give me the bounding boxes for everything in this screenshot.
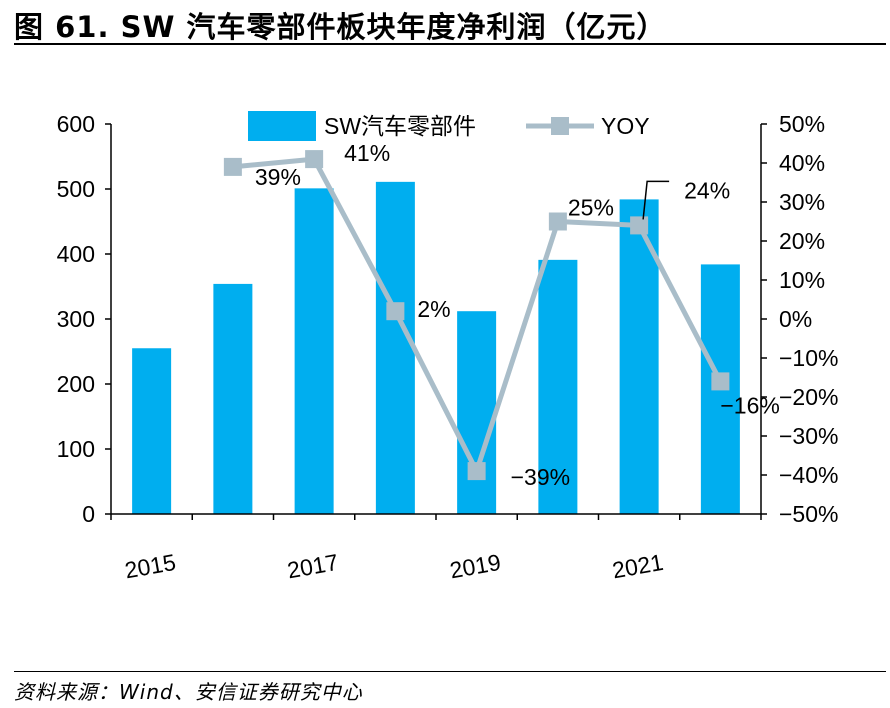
title-divider <box>14 43 886 45</box>
x-tick-label-2021: 2021 <box>610 549 665 583</box>
bar-2015 <box>132 348 172 514</box>
yoy-label-2018: 2% <box>417 296 450 322</box>
legend-line-marker <box>551 117 569 135</box>
right-tick-label: −10% <box>779 345 838 371</box>
left-tick-label: 500 <box>57 176 95 202</box>
yoy-label-2019: −39% <box>511 464 570 490</box>
yoy-label-2017: 41% <box>344 140 390 166</box>
right-tick-label: 50% <box>779 111 825 137</box>
yoy-marker-2022 <box>711 372 730 391</box>
yoy-marker-2016 <box>223 157 242 176</box>
bar-2018 <box>375 181 415 514</box>
page-title: 图 61. SW 汽车零部件板块年度净利润（亿元） <box>14 10 667 44</box>
source-note: 资料来源：Wind、安信证券研究中心 <box>14 680 363 704</box>
x-tick-label-2017: 2017 <box>285 549 340 583</box>
yoy-label-2021: 24% <box>684 177 730 203</box>
right-tick-label: −40% <box>779 462 838 488</box>
legend-bar-swatch <box>248 111 316 141</box>
yoy-marker-2018 <box>386 302 405 321</box>
bar-2019 <box>457 311 497 514</box>
bar-2020 <box>538 259 578 514</box>
yoy-label-2022: −16% <box>720 392 779 418</box>
left-tick-label: 100 <box>57 436 95 462</box>
yoy-marker-2017 <box>305 150 324 169</box>
bar-2017 <box>294 188 334 514</box>
source-divider <box>14 671 886 672</box>
x-tick-label-2015: 2015 <box>123 549 178 583</box>
bar-2016 <box>213 283 253 514</box>
yoy-marker-2020 <box>548 212 567 231</box>
left-tick-label: 400 <box>57 241 95 267</box>
right-tick-label: 20% <box>779 228 825 254</box>
left-tick-label: 200 <box>57 371 95 397</box>
yoy-label-leader <box>642 180 670 220</box>
legend-line-label: YOY <box>601 113 650 139</box>
yoy-label-2016: 39% <box>255 164 301 190</box>
yoy-marker-2021 <box>630 216 649 235</box>
right-tick-label: 10% <box>779 267 825 293</box>
right-tick-label: 0% <box>779 306 812 332</box>
right-tick-label: 30% <box>779 189 825 215</box>
right-tick-label: −50% <box>779 501 838 527</box>
x-tick-label-2019: 2019 <box>448 549 503 583</box>
left-tick-label: 300 <box>57 306 95 332</box>
right-tick-label: 40% <box>779 150 825 176</box>
yoy-label-2020: 25% <box>568 195 614 221</box>
left-tick-label: 600 <box>57 111 95 137</box>
right-tick-label: −20% <box>779 384 838 410</box>
yoy-marker-2019 <box>467 462 486 481</box>
left-tick-label: 0 <box>82 501 95 527</box>
right-tick-label: −30% <box>779 423 838 449</box>
legend-bar-label: SW汽车零部件 <box>324 113 476 139</box>
